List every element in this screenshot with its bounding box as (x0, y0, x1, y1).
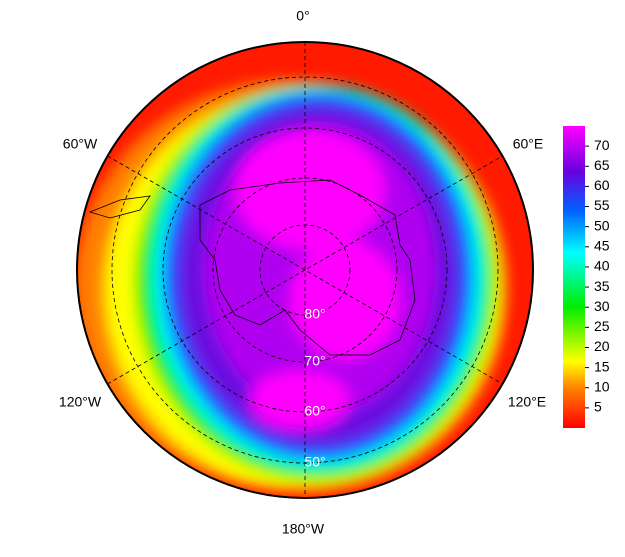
colorbar-tick-label: 25 (594, 318, 610, 334)
longitude-label: 120°W (59, 394, 102, 410)
colorbar-tick-label: 30 (594, 298, 610, 314)
latitude-label: 60° (304, 403, 325, 419)
coastline (88, 195, 151, 219)
latitude-label: 50° (304, 454, 325, 470)
colorbar-tick-label: 5 (594, 399, 602, 415)
graticule (107, 42, 503, 498)
colorbar-tick-label: 40 (594, 258, 610, 274)
colorbar-tick-label: 15 (594, 358, 610, 374)
colorbar-tick-label: 20 (594, 338, 610, 354)
colorbar-tick-label: 35 (594, 278, 610, 294)
longitude-label: 60°W (63, 136, 98, 152)
colorbar-tick-label: 60 (594, 177, 610, 193)
colorbar-tick-label: 65 (594, 157, 610, 173)
field (77, 42, 533, 498)
map-border (76, 41, 534, 499)
latitude-label: 80° (304, 306, 325, 322)
longitude-label: 120°E (508, 394, 546, 410)
colorbar-tick-label: 70 (594, 137, 610, 153)
colorbar-tick-label: 10 (594, 378, 610, 394)
latitude-label: 70° (304, 353, 325, 369)
colorbar (563, 126, 585, 428)
colorbar-tick-label: 55 (594, 197, 610, 213)
longitude-label: 60°E (513, 136, 544, 152)
longitude-label: 180°W (282, 521, 325, 537)
colorbar-tick-label: 50 (594, 217, 610, 233)
coastline (199, 179, 416, 356)
longitude-label: 0° (296, 8, 309, 24)
colorbar-tick-label: 45 (594, 238, 610, 254)
